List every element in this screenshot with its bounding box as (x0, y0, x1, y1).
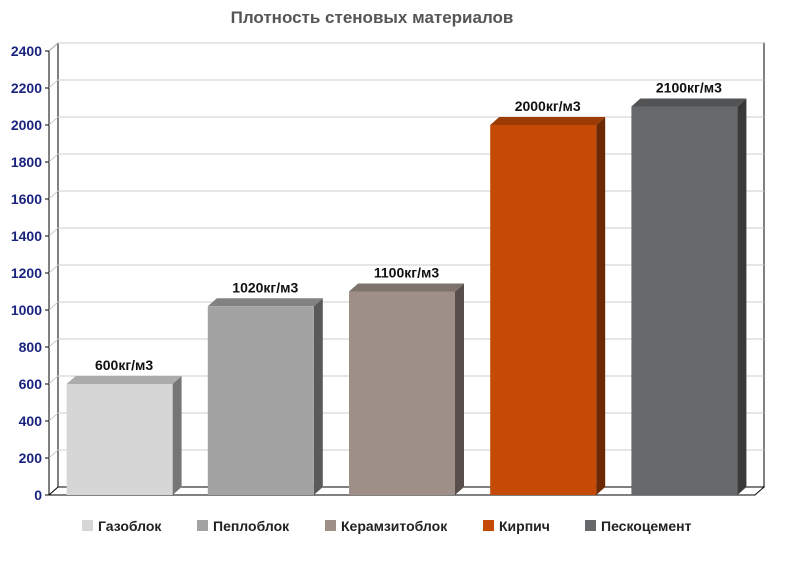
legend-item: Пеплоблок (197, 518, 290, 534)
legend-item: Газоблок (82, 518, 162, 534)
legend-item: Пескоцемент (585, 518, 692, 534)
data-label: 1020кг/м3 (232, 279, 298, 295)
bar-side (737, 98, 747, 495)
bar-top (349, 283, 464, 292)
y-tick-label: 2400 (11, 43, 42, 59)
y-tick-label: 2200 (11, 80, 42, 96)
legend-swatch (197, 520, 208, 531)
gridline-side (48, 338, 59, 348)
y-tick-label: 600 (19, 376, 43, 392)
bar-front (66, 384, 173, 495)
bar-side (596, 117, 606, 495)
bar-3 (349, 283, 464, 495)
legend-item: Кирпич (483, 518, 550, 534)
y-tick-label: 1400 (11, 228, 42, 244)
y-tick-label: 800 (19, 339, 43, 355)
chart-title: Плотность стеновых материалов (231, 8, 514, 27)
gridline-side (48, 412, 59, 422)
bar-top (490, 117, 606, 125)
legend-swatch (483, 520, 494, 531)
gridline-side (48, 375, 59, 385)
gridline-side (48, 449, 59, 459)
bar-top (631, 98, 747, 107)
data-label: 1100кг/м3 (374, 265, 439, 281)
y-tick-label: 1800 (11, 154, 42, 170)
gridline-side (48, 264, 59, 274)
legend-label: Пескоцемент (601, 518, 692, 534)
legend-swatch (585, 520, 596, 531)
gridline-side (48, 42, 59, 52)
y-tick-label: 200 (19, 450, 43, 466)
legend-item: Керамзитоблок (325, 518, 448, 534)
bar-side (172, 376, 182, 495)
legend-label: Газоблок (98, 518, 162, 534)
y-tick-label: 1200 (11, 265, 42, 281)
bar-1 (66, 376, 182, 495)
y-tick-label: 400 (19, 413, 43, 429)
legend-label: Пеплоблок (213, 518, 290, 534)
data-label: 2100кг/м3 (656, 80, 722, 96)
bar-front (631, 106, 738, 495)
bar-top (66, 376, 182, 384)
gridline-side (48, 79, 59, 89)
gridline-side (48, 227, 59, 237)
legend-label: Керамзитоблок (341, 518, 448, 534)
data-label: 600кг/м3 (95, 357, 153, 373)
y-tick-label: 1600 (11, 191, 42, 207)
y-tick-label: 2000 (11, 117, 42, 133)
gridline-side (48, 301, 59, 311)
bar-side (455, 283, 464, 495)
bar-side (313, 298, 323, 495)
gridline-side (48, 190, 59, 200)
bar-front (349, 291, 455, 495)
bar-5 (631, 98, 747, 495)
y-tick-label: 0 (34, 487, 42, 503)
bar-front (207, 306, 314, 495)
bar-front (490, 125, 597, 495)
bar-2 (207, 298, 323, 495)
gridline-side (48, 153, 59, 163)
legend-swatch (325, 520, 336, 531)
bar-top (207, 298, 323, 307)
legend-label: Кирпич (499, 518, 550, 534)
bar-4 (490, 117, 606, 495)
legend-swatch (82, 520, 93, 531)
y-tick-label: 1000 (11, 302, 42, 318)
data-label: 2000кг/м3 (515, 98, 581, 114)
gridline-side (48, 116, 59, 126)
